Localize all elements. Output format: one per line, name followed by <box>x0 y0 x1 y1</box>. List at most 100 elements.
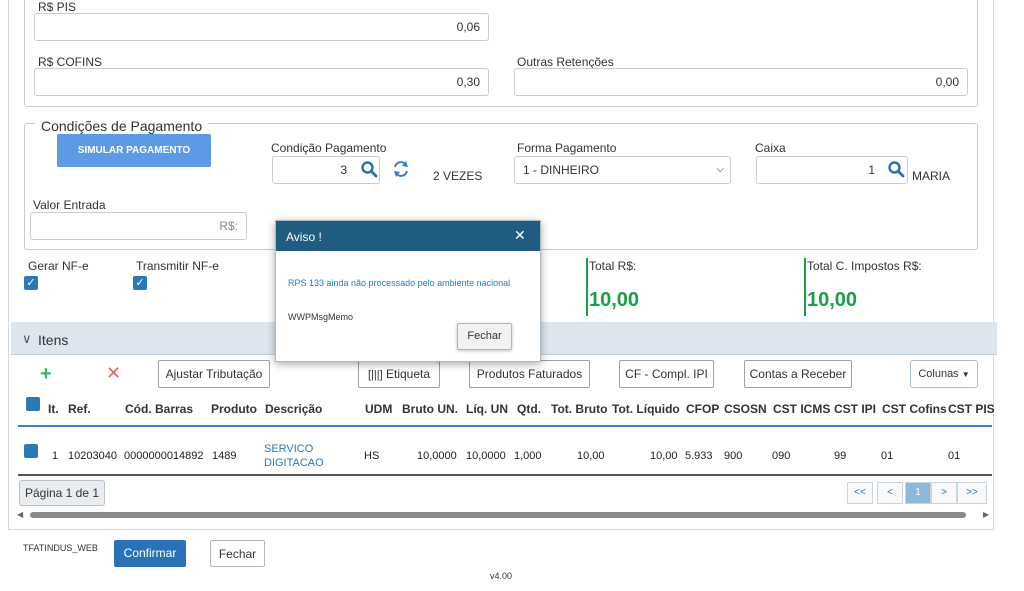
scroll-right-icon[interactable]: ▶ <box>983 510 990 519</box>
select-all-checkbox[interactable] <box>26 397 40 411</box>
close-icon[interactable]: ✕ <box>514 227 526 243</box>
forma-value: 1 - DINHEIRO <box>523 163 600 177</box>
last-page-button[interactable]: >> <box>957 482 987 504</box>
transmitir-nfe-label: Transmitir NF-e <box>136 259 219 273</box>
main-panel <box>8 0 994 530</box>
colunas-button[interactable]: Colunas ▼ <box>910 360 978 388</box>
confirm-button[interactable]: Confirmar <box>114 540 186 567</box>
chevron-down-icon[interactable]: ∨ <box>22 331 32 346</box>
table-cell: 10,00 <box>650 450 678 462</box>
table-cell: 01 <box>948 450 961 462</box>
column-header[interactable]: Ref. <box>68 402 91 416</box>
contas-receber-button[interactable]: Contas a Receber <box>744 360 852 388</box>
column-header[interactable]: UDM <box>365 402 393 416</box>
colunas-label: Colunas <box>918 368 959 380</box>
table-cell: 10,00 <box>577 450 605 462</box>
delete-icon[interactable]: ✕ <box>106 363 122 383</box>
cofins-field[interactable]: 0,30 <box>34 68 489 96</box>
column-header[interactable]: CST IPI <box>834 402 877 416</box>
caret-down-icon: ▼ <box>961 370 970 379</box>
column-header[interactable]: It. <box>48 402 59 416</box>
column-header[interactable]: Tot. Líquido <box>612 402 680 416</box>
first-page-button[interactable]: << <box>847 482 873 504</box>
forma-label: Forma Pagamento <box>517 141 617 155</box>
total-divider <box>586 258 588 316</box>
table-cell: 090 <box>772 450 791 462</box>
payment-legend: Condições de Pagamento <box>35 118 209 134</box>
table-cell: 10,0000 <box>417 450 457 462</box>
caixa-value: 1 <box>868 163 875 177</box>
gerar-nfe-label: Gerar NF-e <box>28 259 89 273</box>
caixa-field[interactable]: 1 <box>756 156 908 184</box>
row-checkbox[interactable] <box>24 444 38 458</box>
close-button[interactable]: Fechar <box>210 540 265 567</box>
column-header[interactable]: CST PIS <box>948 402 995 416</box>
column-header[interactable]: CST Cofins <box>882 402 947 416</box>
items-panel-title: Itens <box>38 332 69 348</box>
caixa-label: Caixa <box>755 141 786 155</box>
forma-select[interactable]: 1 - DINHEIRO ⌵ <box>514 156 731 184</box>
alert-modal: Aviso ! ✕ RPS 133 ainda não processado p… <box>275 220 541 362</box>
gerar-nfe-checkbox[interactable]: ✓ <box>24 276 38 290</box>
column-header[interactable]: Qtd. <box>517 402 541 416</box>
caixa-description: MARIA <box>912 169 951 183</box>
column-header[interactable]: CFOP <box>686 402 720 416</box>
ajustar-tributacao-button[interactable]: Ajustar Tributação <box>158 360 270 388</box>
scroll-left-icon[interactable]: ◀ <box>17 510 24 519</box>
table-cell: 1,000 <box>514 450 542 462</box>
table-cell: 1 <box>52 450 59 462</box>
column-header[interactable]: CSOSN <box>724 402 767 416</box>
table-cell: 900 <box>724 450 743 462</box>
refresh-icon[interactable] <box>391 159 411 179</box>
version-label: v4.00 <box>490 571 513 581</box>
modal-memo: WWPMsgMemo <box>288 312 353 322</box>
total-value: 10,00 <box>589 289 640 311</box>
entrada-field[interactable]: R$: <box>30 212 247 240</box>
add-icon[interactable]: + <box>40 363 52 385</box>
condicao-description: 2 VEZES <box>433 169 483 183</box>
current-page-button[interactable]: 1 <box>905 482 931 504</box>
app-code: TFATINDUS_WEB <box>23 543 98 553</box>
column-header[interactable]: Líq. UN <box>466 402 508 416</box>
modal-close-button[interactable]: Fechar <box>457 323 512 350</box>
barcode-icon: [|||] <box>367 369 383 381</box>
column-header[interactable]: Cód. Barras <box>125 402 194 416</box>
table-cell: HS <box>364 450 380 462</box>
chevron-down-icon: ⌵ <box>716 164 724 175</box>
total-impostos-value: 10,00 <box>807 289 858 311</box>
table-cell: 5.933 <box>685 450 713 462</box>
table-cell: 10,0000 <box>466 450 506 462</box>
etiqueta-label: Etiqueta <box>385 367 431 381</box>
total-impostos-label: Total C. Impostos R$: <box>807 259 922 273</box>
table-cell: 01 <box>881 450 894 462</box>
pis-field[interactable]: 0,06 <box>34 13 489 41</box>
horizontal-scrollbar[interactable] <box>30 512 966 518</box>
outras-retencoes-label: Outras Retenções <box>517 55 614 69</box>
table-cell: 0000000014892 <box>124 450 204 462</box>
search-icon[interactable] <box>360 160 378 178</box>
total-impostos-divider <box>804 258 806 316</box>
next-page-button[interactable]: > <box>931 482 957 504</box>
condicao-value: 3 <box>340 163 347 177</box>
column-header[interactable]: Tot. Bruto <box>551 402 608 416</box>
transmitir-nfe-checkbox[interactable]: ✓ <box>133 276 147 290</box>
simulate-payment-button[interactable]: SIMULAR PAGAMENTO <box>57 134 211 167</box>
produtos-faturados-button[interactable]: Produtos Faturados <box>469 360 590 388</box>
column-header[interactable]: Bruto UN. <box>402 402 458 416</box>
caixa-search-icon[interactable] <box>887 160 905 178</box>
outras-retencoes-field[interactable]: 0,00 <box>514 68 968 96</box>
modal-title: Aviso ! <box>286 230 322 244</box>
modal-message: RPS 133 ainda não processado pelo ambien… <box>288 278 511 288</box>
prev-page-button[interactable]: < <box>877 482 903 504</box>
description-link[interactable]: SERVICO DIGITACAO <box>264 443 324 469</box>
page-indicator: Página 1 de 1 <box>19 480 105 506</box>
column-header[interactable]: Descrição <box>265 402 323 416</box>
table-cell: 1489 <box>212 450 237 462</box>
etiqueta-button[interactable]: [|||] Etiqueta <box>358 360 440 388</box>
condicao-label: Condição Pagamento <box>271 141 387 155</box>
column-header[interactable]: Produto <box>211 402 257 416</box>
pis-label: R$ PIS <box>38 0 77 14</box>
taxes-fieldset <box>24 0 978 107</box>
cf-compl-ipi-button[interactable]: CF - Compl. IPI <box>619 360 714 388</box>
column-header[interactable]: CST ICMS <box>773 402 831 416</box>
